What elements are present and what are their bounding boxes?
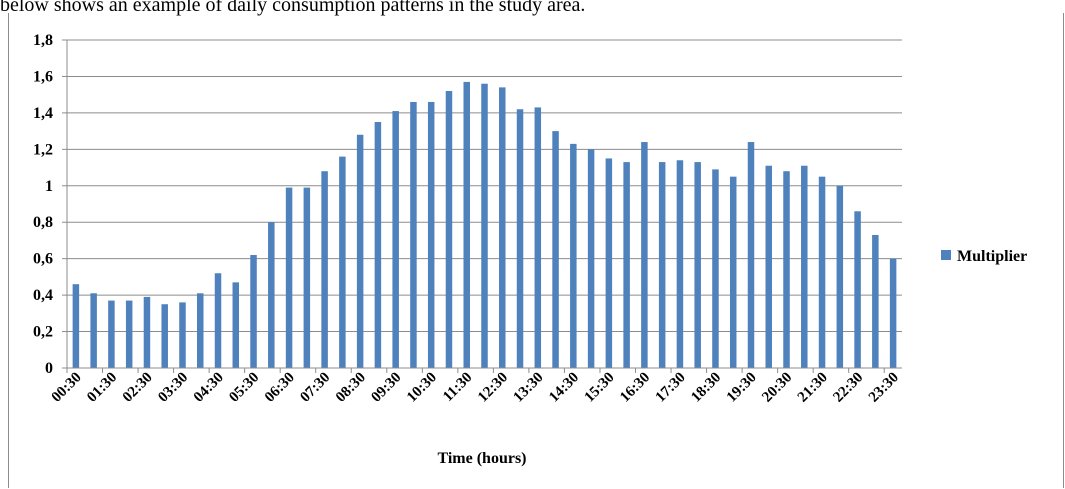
y-tick-label: 1,6: [33, 68, 53, 85]
bar: [108, 300, 115, 368]
bar: [410, 101, 417, 369]
bar: [427, 101, 435, 369]
x-tick-label: 23:30: [866, 370, 902, 406]
bar: [641, 142, 648, 368]
bar: [623, 162, 630, 368]
x-tick-label: 05:30: [226, 370, 262, 406]
x-tick-label: 14:30: [546, 370, 582, 406]
y-axis-ticks: 0 0,2 0,4 0,6 0,8 1 1,2 1,4 1,6 1,8: [33, 32, 53, 377]
x-tick-label: 03:30: [155, 370, 191, 406]
y-tick-label: 0: [45, 360, 53, 377]
x-tick-label: 11:30: [440, 370, 475, 405]
x-tick-label: 02:30: [120, 370, 156, 406]
chart-frame: [8, 13, 1064, 488]
y-tick-label: 0,2: [33, 324, 53, 341]
legend-swatch: [941, 250, 951, 260]
bar: [729, 176, 737, 368]
bar: [72, 284, 80, 368]
bar: [765, 165, 773, 368]
bars: [72, 81, 897, 369]
bar: [516, 109, 524, 369]
y-tick-label: 1,2: [33, 141, 53, 158]
bar: [445, 91, 453, 369]
bar: [783, 171, 790, 368]
y-tick-label: 1,4: [33, 105, 53, 122]
bar: [676, 160, 684, 368]
x-tick-label: 04:30: [191, 370, 227, 406]
legend: Multiplier: [941, 248, 1027, 265]
bar: [285, 187, 293, 368]
bar: [232, 282, 240, 368]
y-tick-label: 1: [45, 178, 53, 195]
x-tick-label: 07:30: [297, 370, 333, 406]
gridlines: [67, 39, 902, 333]
bar: [889, 258, 897, 368]
x-tick-label: 10:30: [404, 370, 440, 406]
bar: [818, 176, 826, 368]
x-tick-label: 17:30: [653, 370, 689, 406]
caption-text: below shows an example of daily consumpt…: [0, 0, 586, 16]
bar: [712, 169, 719, 368]
bar: [570, 143, 577, 368]
bar: [392, 111, 399, 368]
x-tick-label: 16:30: [617, 370, 653, 406]
y-tick-label: 1,8: [33, 32, 53, 49]
bar: [854, 211, 861, 368]
x-tick-label: 21:30: [795, 370, 831, 406]
bar: [534, 107, 542, 369]
bar: [872, 234, 879, 368]
bar: [836, 185, 844, 368]
bar: [499, 87, 506, 368]
bar: [179, 302, 186, 368]
x-tick-label: 12:30: [475, 370, 511, 406]
y-tick-label: 0,6: [33, 251, 53, 268]
bar: [694, 162, 701, 368]
bar: [658, 162, 666, 368]
y-tick-label: 0,4: [33, 287, 53, 304]
bar: [90, 293, 97, 368]
x-tick-label: 09:30: [368, 370, 404, 406]
bar: [303, 187, 311, 368]
bar: [356, 134, 364, 368]
bar: [801, 165, 808, 368]
x-tick-label: 08:30: [333, 370, 369, 406]
bar: [587, 149, 595, 368]
bar: [481, 83, 488, 368]
bar: [125, 300, 133, 368]
x-tick-label: 20:30: [759, 370, 795, 406]
x-tick-label: 18:30: [688, 370, 724, 406]
bar: [161, 304, 168, 368]
bar: [143, 296, 151, 368]
bar: [374, 122, 382, 368]
bar: [321, 171, 328, 368]
y-tick-label: 0,8: [33, 214, 53, 231]
x-axis-ticks: 00:30 01:30 02:30 03:30 04:30 05:30 06:30 07:30…: [49, 370, 902, 406]
x-tick-label: 06:30: [262, 370, 298, 406]
bar: [605, 158, 613, 368]
legend-label-multiplier: Multiplier: [957, 248, 1027, 265]
bar: [268, 222, 275, 368]
axes: [62, 39, 902, 373]
bar: [552, 131, 559, 368]
x-axis-label: Time (hours): [437, 450, 526, 467]
bar: [339, 156, 346, 368]
bar: [250, 255, 257, 368]
bar: [196, 293, 204, 368]
x-tick-label: 00:30: [49, 370, 85, 406]
x-tick-label: 19:30: [724, 370, 760, 406]
x-tick-label: 13:30: [511, 370, 547, 406]
bar: [214, 273, 222, 368]
x-tick-label: 15:30: [582, 370, 618, 406]
x-tick-label: 22:30: [830, 370, 866, 406]
bar: [747, 142, 755, 368]
x-tick-label: 01:30: [84, 370, 120, 406]
bar: [463, 81, 470, 368]
